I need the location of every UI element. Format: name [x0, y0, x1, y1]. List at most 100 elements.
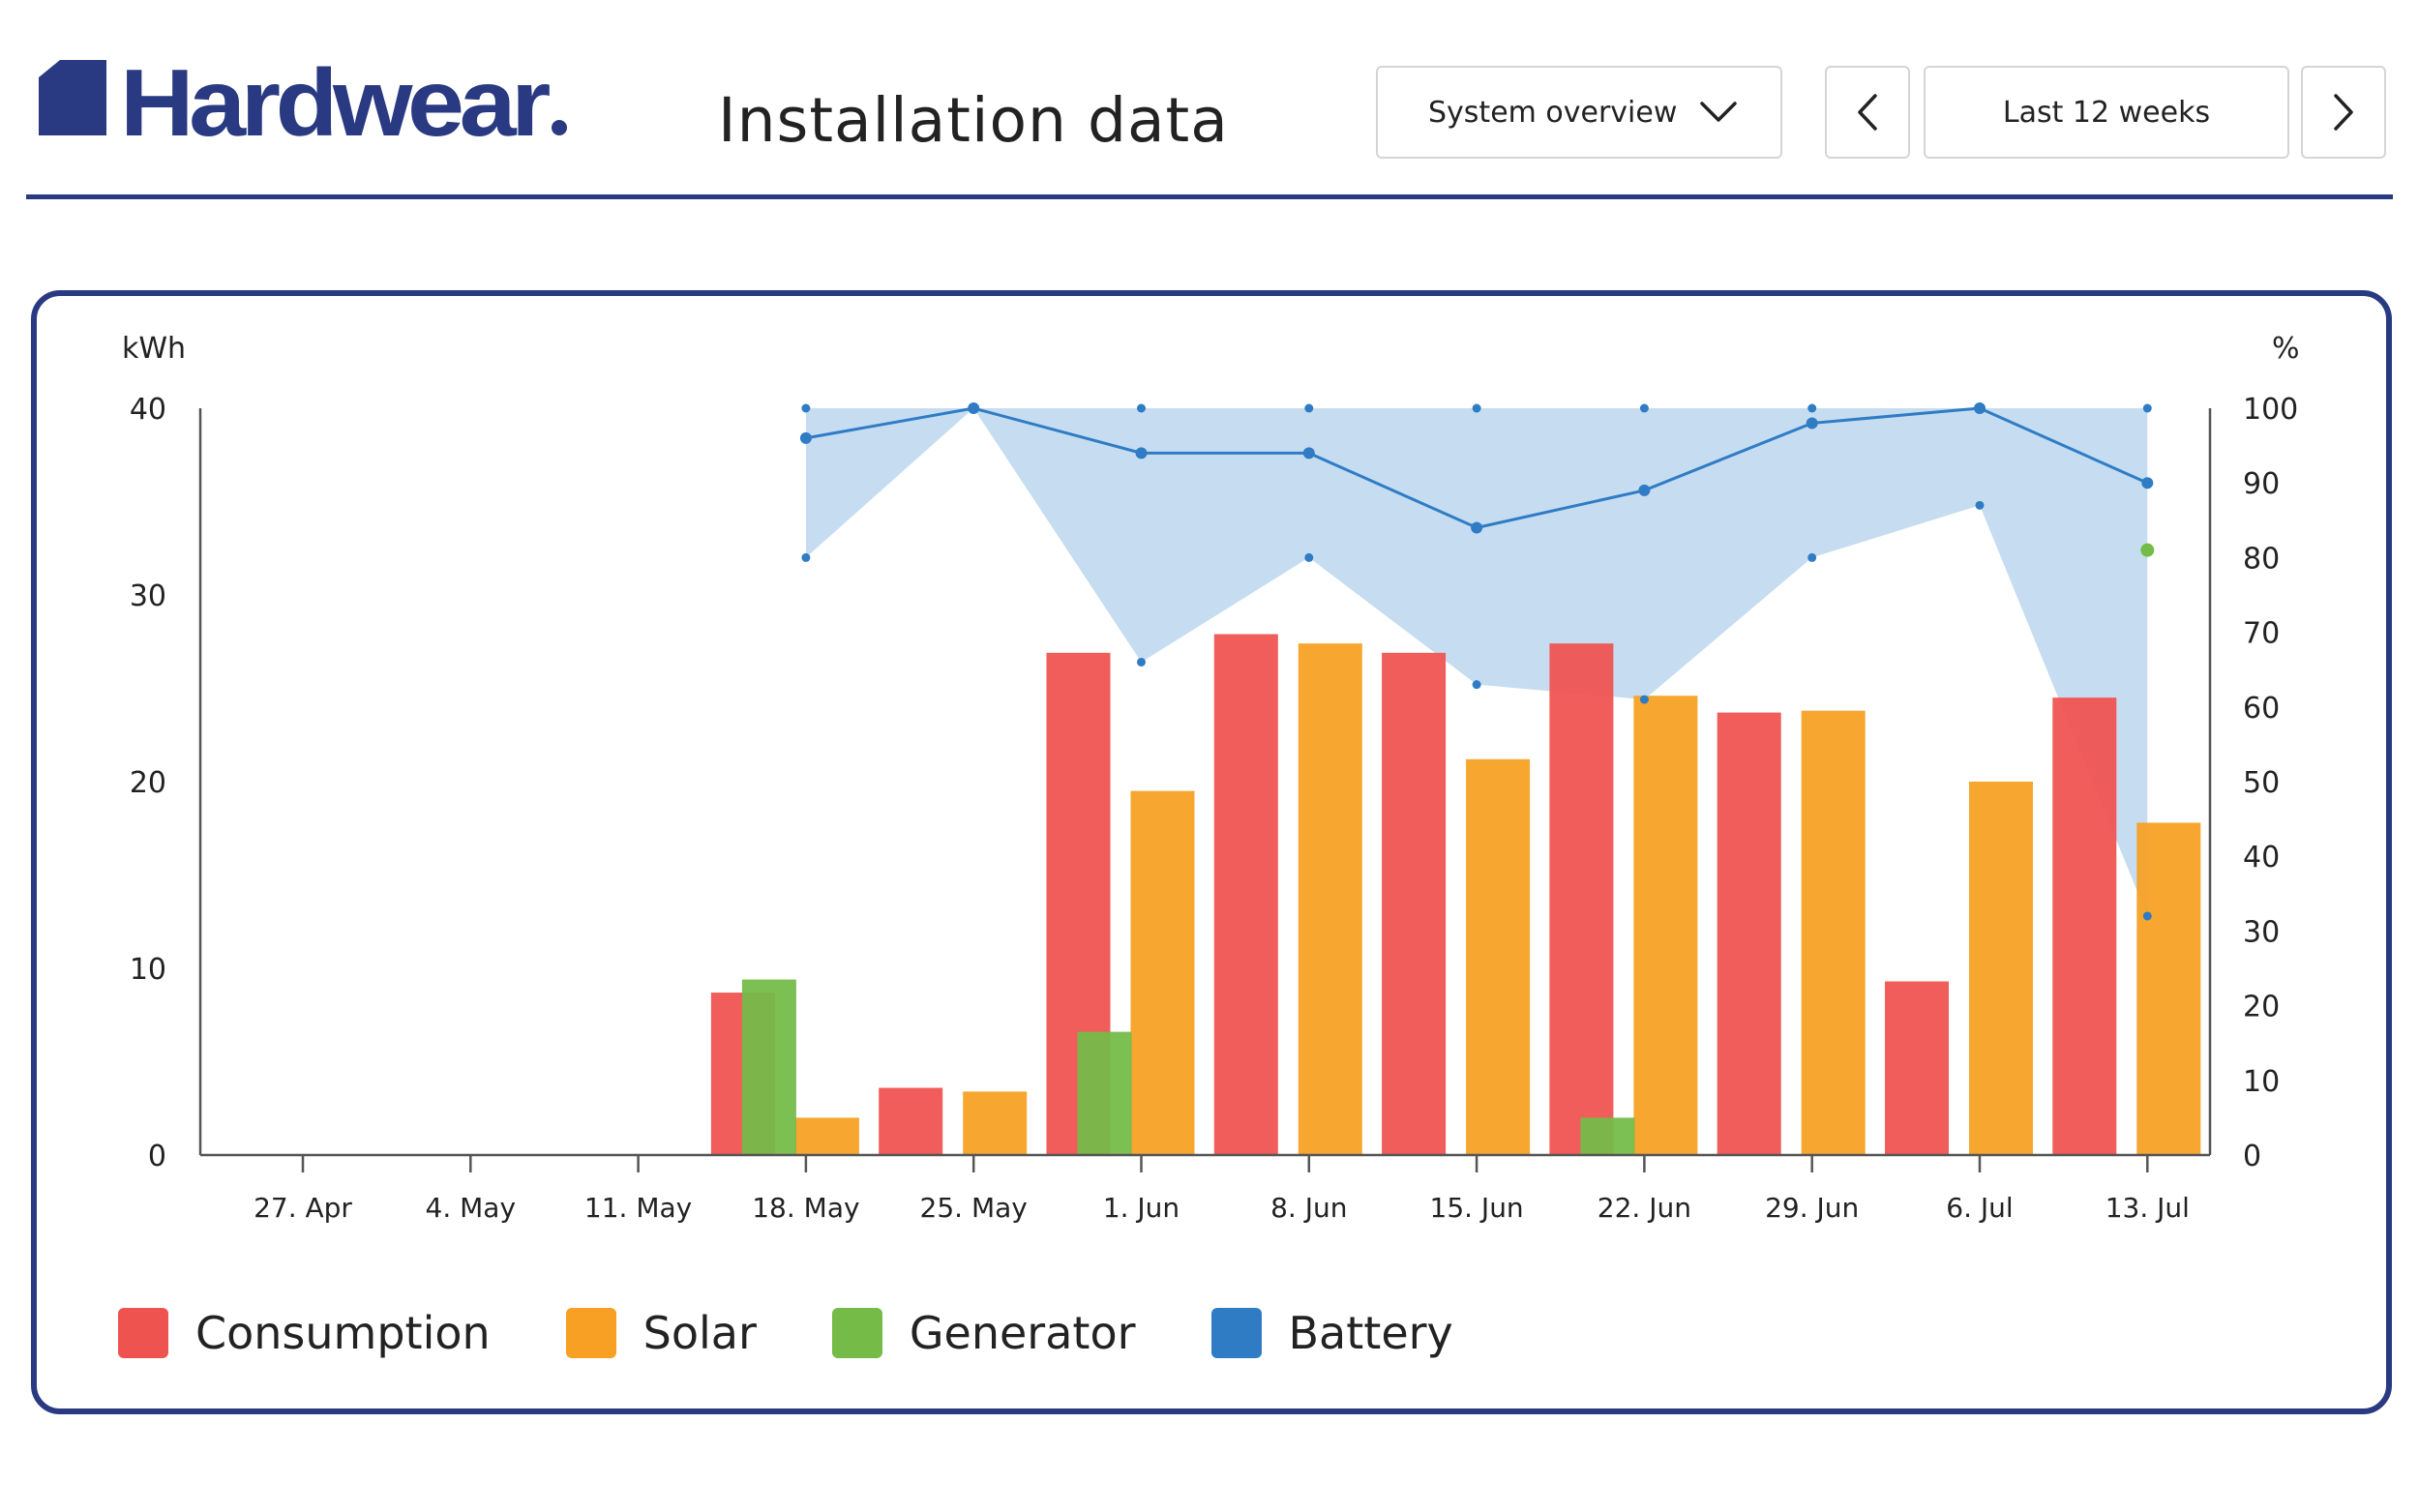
page-title: Installation data — [718, 85, 1229, 156]
left-tick-label: 0 — [148, 1140, 166, 1173]
right-tick-label: 30 — [2243, 915, 2280, 949]
battery-min-point — [2142, 911, 2152, 921]
header: Hardwear Installation data System overvi… — [0, 0, 2419, 203]
legend-item-consumption: Consumption — [118, 1307, 491, 1359]
battery-min-point — [801, 552, 811, 562]
consumption-bar — [1382, 652, 1447, 1155]
battery-point — [1135, 447, 1148, 460]
consumption-bar — [879, 1087, 943, 1155]
solar-bar — [1466, 758, 1531, 1155]
logo-text: Hardwear — [120, 60, 550, 147]
battery-min-point — [1639, 695, 1649, 704]
right-tick-label: 70 — [2243, 617, 2280, 651]
x-tick-label: 4. May — [426, 1192, 517, 1224]
legend: Consumption Solar Generator Battery — [118, 1304, 1529, 1362]
battery-max-point — [1639, 403, 1649, 413]
battery-point — [1638, 484, 1651, 496]
consumption-bar — [1717, 712, 1781, 1155]
x-tick-label: 18. May — [752, 1192, 859, 1224]
solar-bar — [794, 1117, 859, 1155]
battery-min-point — [1304, 552, 1314, 562]
chevron-right-icon — [2334, 94, 2353, 131]
battery-min-point — [1472, 680, 1481, 690]
battery-point — [1471, 521, 1483, 534]
previous-period-button[interactable] — [1825, 66, 1910, 159]
battery-range-area — [805, 408, 2148, 916]
logo-mark — [39, 60, 106, 135]
brand-logo: Hardwear — [39, 60, 567, 147]
x-tick-label: 25. May — [920, 1192, 1028, 1224]
legend-item-battery: Battery — [1210, 1307, 1453, 1359]
battery-point — [1974, 402, 1986, 414]
right-tick-label: 90 — [2243, 467, 2280, 501]
consumption-bar — [2052, 697, 2117, 1155]
chevron-down-icon — [1700, 102, 1737, 122]
battery-min-point — [1807, 552, 1817, 562]
view-select[interactable]: System overview — [1376, 66, 1782, 159]
view-select-value: System overview — [1428, 95, 1678, 130]
generator-bar — [1580, 1117, 1635, 1155]
right-tick-label: 0 — [2243, 1140, 2261, 1173]
left-tick-label: 20 — [130, 766, 166, 800]
battery-max-point — [2142, 403, 2152, 413]
legend-item-generator: Generator — [831, 1307, 1136, 1359]
battery-max-point — [1807, 403, 1817, 413]
x-tick-label: 1. Jun — [1103, 1192, 1180, 1224]
left-tick-label: 30 — [130, 579, 166, 613]
legend-swatch — [1210, 1308, 1262, 1358]
left-axis-unit: kWh — [122, 332, 186, 366]
right-tick-label: 50 — [2243, 766, 2280, 800]
solar-bar — [1130, 790, 1195, 1155]
battery-point — [1806, 417, 1818, 430]
right-tick-label: 20 — [2243, 991, 2280, 1024]
battery-max-point — [1137, 403, 1146, 413]
legend-label: Consumption — [195, 1307, 491, 1359]
solar-bar — [963, 1091, 1028, 1155]
battery-layer — [805, 408, 2148, 916]
right-tick-label: 60 — [2243, 692, 2280, 726]
consumption-bar — [1213, 634, 1278, 1155]
solar-bar — [1801, 710, 1866, 1155]
generator-bar — [741, 979, 796, 1155]
axes-layer: kWh % — [122, 332, 2300, 1157]
legend-swatch — [118, 1308, 168, 1358]
battery-point — [799, 431, 812, 444]
solar-bar — [1298, 643, 1362, 1155]
date-range-button[interactable]: Last 12 weeks — [1924, 66, 2289, 159]
solar-bar — [2136, 822, 2201, 1155]
battery-max-point — [801, 403, 811, 413]
x-tick-label: 13. Jul — [2105, 1192, 2190, 1224]
x-tick-label: 29. Jun — [1765, 1192, 1859, 1224]
solar-bar — [1969, 782, 2033, 1155]
legend-label: Generator — [909, 1307, 1136, 1359]
generator-marker-point — [2140, 543, 2155, 557]
battery-max-point — [1304, 403, 1314, 413]
solar-bar — [1633, 696, 1698, 1155]
right-axis-unit: % — [2272, 332, 2300, 366]
battery-line-layer — [799, 402, 2155, 921]
consumption-bar — [1885, 981, 1949, 1155]
ticks-layer: 0 10 20 30 40 0 10 20 30 40 50 60 70 80 90 100 27. Apr 4.… — [130, 393, 2298, 1224]
legend-swatch — [565, 1308, 616, 1358]
right-tick-label: 80 — [2243, 542, 2280, 576]
x-tick-label: 15. Jun — [1430, 1192, 1524, 1224]
legend-label: Solar — [642, 1307, 757, 1359]
logo-dot — [552, 120, 567, 135]
header-divider — [26, 194, 2393, 199]
bars-layer — [710, 634, 2201, 1155]
legend-label: Battery — [1288, 1307, 1453, 1359]
battery-max-point — [1472, 403, 1481, 413]
battery-min-point — [1137, 657, 1146, 667]
next-period-button[interactable] — [2301, 66, 2386, 159]
generator-bar — [1077, 1031, 1132, 1155]
x-tick-label: 22. Jun — [1598, 1192, 1691, 1224]
battery-point — [2141, 477, 2154, 489]
right-tick-label: 40 — [2243, 841, 2280, 875]
left-tick-label: 40 — [130, 393, 166, 427]
battery-point — [1302, 447, 1315, 460]
right-tick-label: 100 — [2243, 393, 2298, 427]
chevron-left-icon — [1858, 94, 1877, 131]
x-tick-label: 11. May — [584, 1192, 692, 1224]
legend-swatch — [831, 1308, 882, 1358]
